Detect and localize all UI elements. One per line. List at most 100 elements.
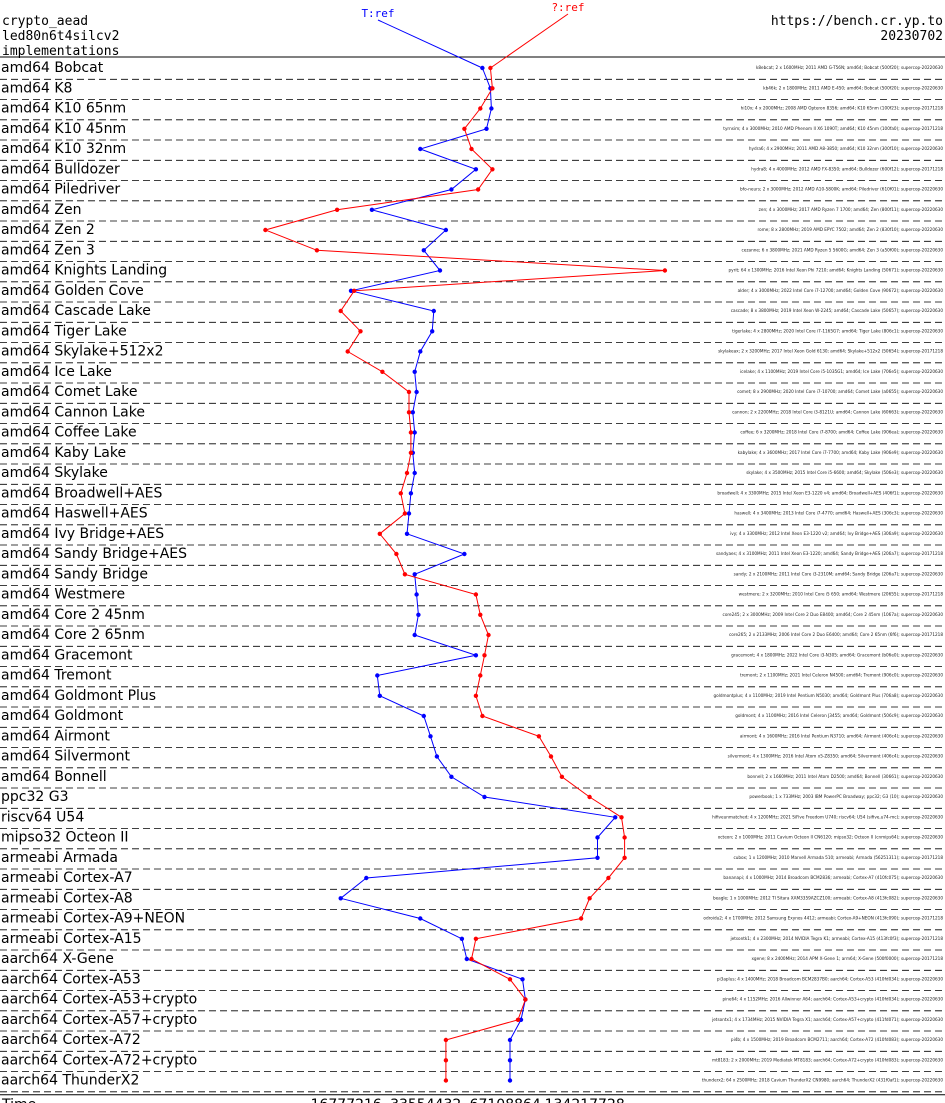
row-label: amd64 Ivy Bridge+AES: [1, 526, 164, 542]
machine-note: zen; 4 x 3000MHz; 2017 AMD Ryzen 7 1700;…: [759, 207, 944, 212]
machine-note: icelake; 4 x 1100MHz; 2019 Intel Core i5…: [740, 369, 943, 374]
qref-series-point: [486, 632, 491, 638]
qref-series-point: [314, 248, 320, 253]
x-tick-label: 134217728: [545, 1097, 625, 1103]
header-line3: implementations: [2, 44, 119, 59]
row-label: amd64 Skylake+512x2: [1, 344, 163, 360]
qref-series-point: [345, 349, 350, 354]
qref-series-point: [619, 815, 624, 820]
row-label: amd64 Tremont: [1, 668, 112, 684]
row-label: amd64 Kaby Lake: [1, 445, 126, 461]
legend-connector-qref: [490, 13, 569, 69]
machine-note: thunderx2; 64 x 2500MHz; 2018 Cavium Thu…: [702, 1078, 943, 1083]
qref-series-point: [473, 693, 479, 698]
qref-series-point: [515, 1017, 521, 1022]
tref-series-point: [404, 531, 410, 536]
row-label: aarch64 Cortex-A53+crypto: [1, 992, 197, 1008]
row-label: amd64 Bulldozer: [1, 161, 120, 177]
machine-note: comet; 8 x 2900MHz; 2020 Intel Core i7-1…: [737, 389, 943, 394]
tref-series-point: [507, 1058, 513, 1063]
tref-series-point: [406, 511, 412, 516]
machine-note: core245; 2 x 3000MHz; 2009 Intel Core 2 …: [723, 612, 944, 617]
qref-series-point: [443, 1058, 449, 1063]
row-label: amd64 Sandy Bridge: [1, 566, 148, 582]
x-axis-label: Time: [1, 1097, 36, 1103]
row-label: mipso32 Octeon II: [1, 830, 129, 846]
qref-series-point: [606, 875, 611, 881]
machine-note: coffee; 6 x 3200MHz; 2018 Intel Core i7-…: [740, 430, 943, 435]
qref-series-line: [263, 67, 665, 1081]
row-label: aarch64 X-Gene: [1, 951, 114, 967]
machine-note: airmont; 4 x 1600MHz; 2016 Intel Pentium…: [740, 733, 943, 738]
header-line1: crypto_aead: [2, 14, 88, 29]
tref-series-point: [507, 1037, 513, 1043]
legend-qref: ?:ref: [551, 1, 584, 14]
qref-series-point: [548, 754, 554, 759]
tref-series-point: [437, 268, 443, 273]
tref-series-point: [408, 491, 414, 496]
tref-series-point: [421, 713, 426, 719]
machine-note: hydra8; 4 x 4000MHz; 2012 AMD FX-8350; a…: [751, 166, 943, 171]
qref-series-point: [263, 227, 268, 233]
row-label: aarch64 Cortex-A53: [1, 971, 141, 987]
row-label: amd64 Ice Lake: [1, 364, 112, 380]
qref-series-point: [402, 572, 408, 577]
row-label: amd64 K8: [1, 80, 72, 96]
qref-series-point: [443, 1037, 449, 1043]
qref-series-point: [587, 896, 592, 901]
row-label: amd64 Skylake: [1, 465, 108, 481]
machine-note: xgene; 8 x 2400MHz; 2014 APM X-Gene 1; a…: [751, 956, 943, 961]
row-label: amd64 Westmere: [1, 587, 125, 603]
machine-note: mt8183; 2 x 2000MHz; 2019 Mediatek MT818…: [712, 1057, 943, 1062]
machine-note: sandy; 2 x 2100MHz; 2011 Intel Core i3-2…: [734, 571, 944, 576]
row-label: amd64 K10 65nm: [1, 101, 126, 117]
tref-series-point: [430, 329, 435, 334]
tref-series-point: [421, 248, 426, 253]
tref-series-point: [507, 1078, 513, 1083]
tref-series-point: [434, 754, 440, 759]
tref-series-point: [520, 977, 525, 982]
qref-series-point: [406, 389, 412, 395]
x-tick-label: 67108864: [470, 1097, 541, 1103]
row-label: riscv64 U54: [1, 809, 84, 825]
tref-series-point: [418, 916, 423, 921]
qref-series-point: [408, 450, 414, 455]
row-label: amd64 Cannon Lake: [1, 404, 145, 420]
tref-series-point: [595, 835, 600, 840]
row-label: amd64 Sandy Bridge+AES: [1, 546, 187, 562]
tref-series-point: [484, 126, 489, 131]
machine-note: cannon; 2 x 2200MHz; 2018 Intel Core i3-…: [732, 409, 943, 414]
machine-note: gracemont; 4 x 1800MHz; 2022 Intel Core …: [731, 652, 943, 657]
machine-note: hydra6; 4 x 2900MHz; 2011 AMD A8-3850; a…: [749, 146, 943, 151]
row-label: amd64 Goldmont Plus: [1, 688, 156, 704]
tref-series-point: [595, 855, 600, 860]
machine-note: haswell; 4 x 3400MHz; 2013 Intel Core i7…: [734, 511, 943, 516]
row-label: amd64 Comet Lake: [1, 384, 138, 400]
machine-note: tyrnsim; 4 x 3000MHz; 2010 AMD Phenom II…: [723, 126, 943, 131]
machine-note: goldmont; 4 x 1100MHz; 2016 Intel Celero…: [735, 713, 943, 718]
header-line2: led80n6t4silcv2: [2, 29, 119, 44]
machine-note: sandyaes; 4 x 3100MHz; 2011 Intel Xeon E…: [716, 551, 943, 556]
machine-note: pi4b; 4 x 1500MHz; 2019 Broadcom BCM2711…: [731, 1037, 943, 1042]
machine-note: ivy; 4 x 3300MHz; 2012 Intel Xeon E3-122…: [730, 531, 943, 536]
tref-series-point: [375, 673, 380, 678]
tref-series-point: [412, 430, 417, 435]
tref-series-point: [412, 470, 417, 476]
machine-note: octeon; 2 x 1000MHz; 2011 Cavium Octeon …: [718, 835, 944, 840]
qref-series-point: [402, 511, 408, 516]
row-label: amd64 Haswell+AES: [1, 506, 148, 522]
header-url: https://bench.cr.yp.to: [771, 14, 943, 29]
row-labels: amd64 Bobcat amd64 K8 amd64 K10 65nm amd64 …: [0, 60, 945, 1093]
row-label: aarch64 Cortex-A72+crypto: [1, 1052, 197, 1068]
qref-series-point: [352, 288, 357, 293]
row-label: aarch64 Cortex-A72: [1, 1032, 141, 1048]
series-lines: [263, 13, 665, 1081]
qref-series-point: [578, 916, 584, 921]
tref-series-point: [416, 612, 421, 617]
row-label: amd64 Piledriver: [1, 182, 120, 198]
qref-series-point: [406, 410, 412, 415]
row-label: amd64 Bobcat: [1, 60, 104, 76]
machine-note: core265; 2 x 2133MHz; 2006 Intel Core 2 …: [729, 632, 943, 637]
qref-series-point: [536, 734, 542, 739]
row-label: aarch64 ThunderX2: [1, 1073, 139, 1089]
